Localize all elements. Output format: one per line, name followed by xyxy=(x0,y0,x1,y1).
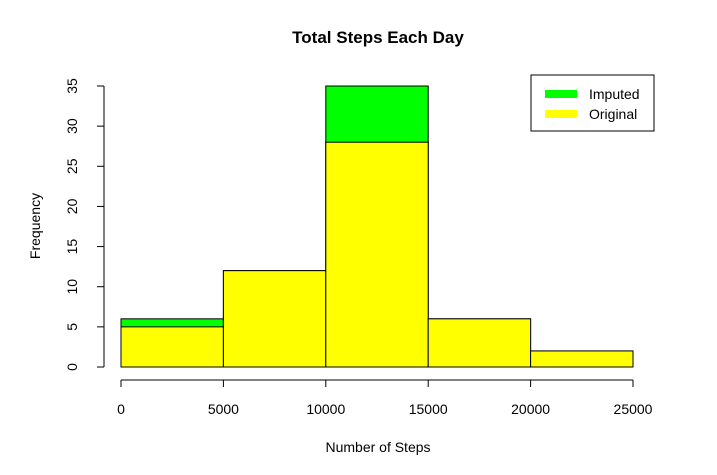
y-tick-label-6: 30 xyxy=(64,118,80,134)
y-tick-label-5: 25 xyxy=(64,158,80,174)
bar-original-3 xyxy=(427,318,532,368)
x-axis: 0 5000 10000 15000 20000 25000 xyxy=(117,379,653,417)
legend-box xyxy=(530,74,655,132)
legend: Imputed Original xyxy=(530,74,655,132)
bar-original-1 xyxy=(222,270,327,368)
bar-original-0 xyxy=(120,326,224,368)
y-tick-label-1: 5 xyxy=(64,323,80,331)
x-tick-label-4: 20000 xyxy=(511,401,550,417)
x-tick-label-3: 15000 xyxy=(409,401,448,417)
x-tick-label-1: 5000 xyxy=(208,401,239,417)
y-axis: 0 5 10 15 20 25 30 35 xyxy=(64,78,105,371)
y-tick-label-4: 20 xyxy=(64,198,80,214)
y-tick-label-3: 15 xyxy=(64,239,80,255)
legend-label-imputed: Imputed xyxy=(589,86,640,102)
bar-original-4 xyxy=(530,350,634,368)
bar-original-2 xyxy=(325,141,429,368)
y-tick-label-0: 0 xyxy=(64,363,80,371)
x-tick-label-2: 10000 xyxy=(306,401,345,417)
y-tick-label-2: 10 xyxy=(64,279,80,295)
y-axis-label: Frequency xyxy=(27,193,43,259)
bars-group xyxy=(120,85,634,368)
y-tick-label-7: 35 xyxy=(64,78,80,94)
x-tick-label-0: 0 xyxy=(117,401,125,417)
x-axis-label: Number of Steps xyxy=(325,439,430,455)
chart-title: Total Steps Each Day xyxy=(292,28,464,47)
legend-label-original: Original xyxy=(589,106,637,122)
x-tick-label-5: 25000 xyxy=(614,401,653,417)
